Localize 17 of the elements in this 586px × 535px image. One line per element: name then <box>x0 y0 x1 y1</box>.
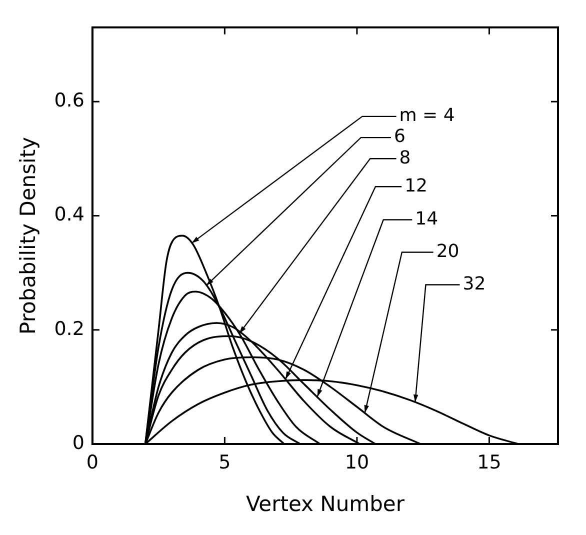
x-axis-title: Vertex Number <box>246 492 405 516</box>
y-axis-title: Probability Density <box>16 136 40 334</box>
x-tick-label: 15 <box>477 451 502 474</box>
y-tick-label: 0.2 <box>54 318 84 340</box>
text: 6 <box>394 126 406 148</box>
x-tick-label: 5 <box>218 451 231 474</box>
x-tick-label: 10 <box>344 451 370 474</box>
text: 32 <box>462 273 486 294</box>
text: m = 4 <box>399 105 455 126</box>
x-tick-label: 0 <box>86 451 98 474</box>
y-tick-label: 0 <box>72 432 84 454</box>
text: 20 <box>436 240 460 262</box>
text: 14 <box>415 208 438 230</box>
y-tick-label: 0.6 <box>54 90 84 112</box>
text: 12 <box>404 175 428 196</box>
text: 8 <box>399 147 411 168</box>
y-tick-label: 0.4 <box>54 204 84 226</box>
